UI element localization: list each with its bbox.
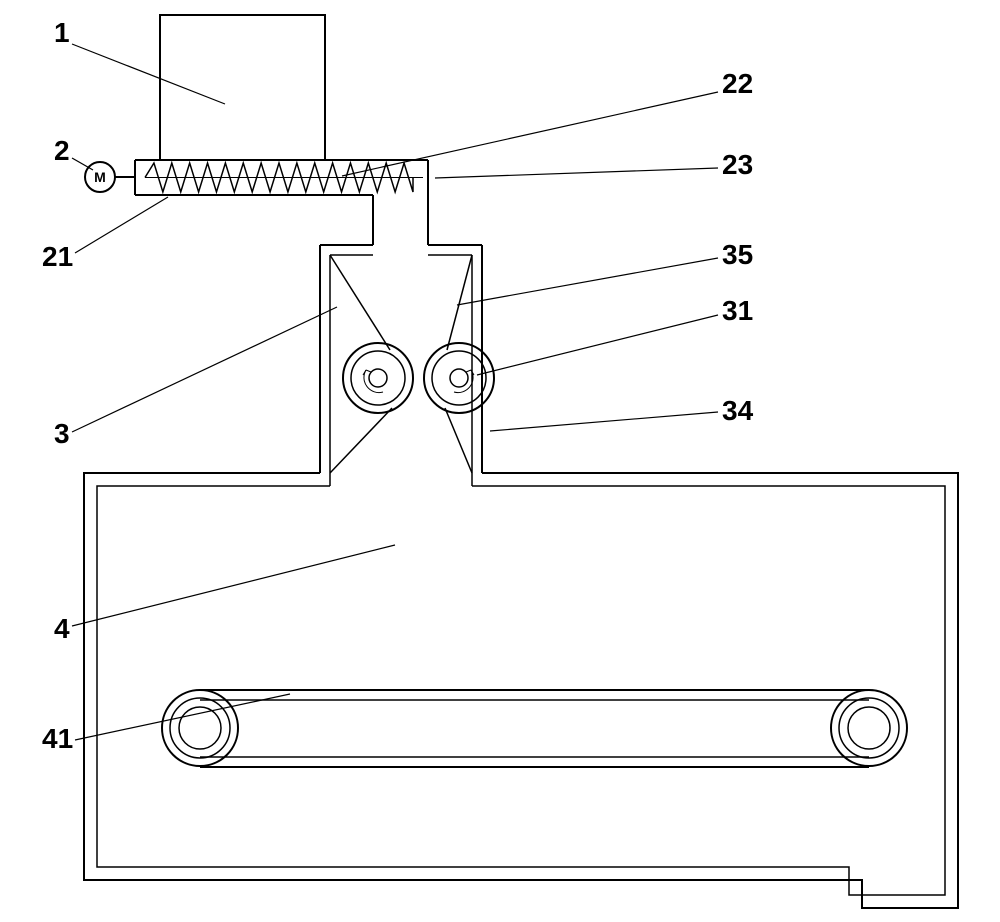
label-23: 23 xyxy=(722,149,753,180)
leader-line-34 xyxy=(490,412,718,431)
lower-funnel-right xyxy=(445,408,472,473)
label-31: 31 xyxy=(722,295,753,326)
label-3: 3 xyxy=(54,418,70,449)
label-35: 35 xyxy=(722,239,753,270)
leader-line-1 xyxy=(72,44,225,104)
roller-left xyxy=(343,343,413,413)
leader-line-21 xyxy=(75,197,168,253)
label-22: 22 xyxy=(722,68,753,99)
diagram-canvas: M 1 2 21 22 23 3 31 34 35 4 41 xyxy=(0,0,1000,922)
motor-label: M xyxy=(94,169,106,185)
leader-line-41 xyxy=(75,694,290,740)
leader-line-4 xyxy=(72,545,395,626)
label-1: 1 xyxy=(54,17,70,48)
hopper xyxy=(160,15,325,160)
label-41: 41 xyxy=(42,723,73,754)
schematic-svg: M 1 2 21 22 23 3 31 34 35 4 41 xyxy=(0,0,1000,922)
lower-funnel-left xyxy=(330,408,392,473)
label-34: 34 xyxy=(722,395,754,426)
roller-right xyxy=(424,343,494,413)
leader-line-31 xyxy=(477,315,718,375)
leader-line-3 xyxy=(72,307,337,432)
funnel-left xyxy=(330,255,390,350)
leader-line-23 xyxy=(435,168,718,178)
label-21: 21 xyxy=(42,241,73,272)
leader-line-2 xyxy=(72,158,93,170)
pulley-right xyxy=(831,690,907,766)
pulley-left xyxy=(162,690,238,766)
label-4: 4 xyxy=(54,613,70,644)
label-2: 2 xyxy=(54,135,70,166)
leader-line-22 xyxy=(342,92,718,176)
leader-line-35 xyxy=(457,258,718,305)
